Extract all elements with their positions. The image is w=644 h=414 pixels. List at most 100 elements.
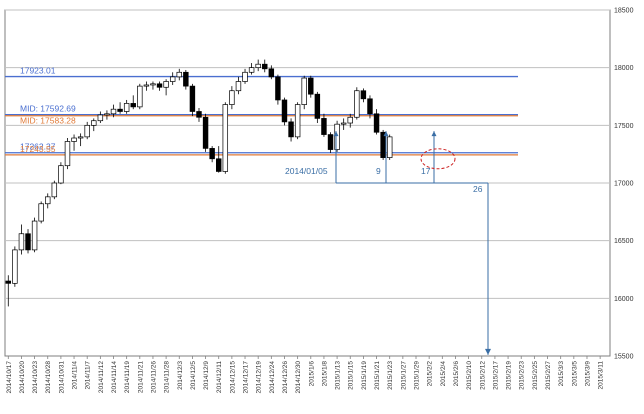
candle-body bbox=[301, 77, 307, 105]
y-tick-label: 17000 bbox=[614, 181, 634, 188]
x-tick-label: 2015/2/23 bbox=[519, 361, 526, 390]
x-tick-label: 2015/1/13 bbox=[335, 361, 342, 390]
candle-body bbox=[91, 120, 97, 126]
x-tick-label: 2014/11/7 bbox=[85, 361, 92, 390]
candle-body bbox=[64, 141, 71, 167]
candle-body bbox=[314, 93, 321, 119]
x-tick-label: 2014/11/19 bbox=[124, 361, 131, 393]
candle-body bbox=[248, 67, 255, 73]
x-tick-label: 2015/1/8 bbox=[321, 361, 328, 387]
level-lines: 17923.01 MID: 17592.69 MID: 17583.28 17262.… bbox=[5, 66, 518, 156]
candle-body bbox=[347, 116, 353, 124]
y-tick-label: 17500 bbox=[614, 123, 634, 130]
candle-body bbox=[268, 68, 275, 78]
x-tick-label: 2014/12/24 bbox=[269, 361, 276, 394]
candle-body bbox=[334, 123, 340, 150]
candle-body bbox=[123, 103, 130, 112]
annotation-count-9: 9 bbox=[376, 166, 381, 176]
candle-body bbox=[18, 233, 25, 251]
candle-body bbox=[235, 81, 242, 92]
x-tick-label: 2014/11/14 bbox=[111, 361, 118, 393]
x-tick-label: 2015/2/27 bbox=[545, 361, 552, 390]
candle-body bbox=[150, 83, 156, 86]
candle-body bbox=[294, 104, 301, 138]
candle-body bbox=[51, 182, 58, 198]
candles bbox=[5, 59, 393, 307]
down-arrow-head bbox=[485, 348, 491, 355]
x-tick-label: 2014/12/11 bbox=[216, 361, 223, 393]
x-tick-label: 2015/1/27 bbox=[400, 361, 407, 390]
candle-body bbox=[275, 76, 281, 101]
candle-body bbox=[242, 71, 248, 82]
candle-body bbox=[229, 90, 235, 105]
candle-body bbox=[281, 99, 288, 123]
x-tick-label: 2014/12/17 bbox=[243, 361, 250, 394]
candle-body bbox=[380, 131, 386, 158]
highlight-ellipse bbox=[420, 148, 456, 170]
candle-body bbox=[156, 83, 163, 88]
candle-body bbox=[196, 111, 202, 118]
candle-body bbox=[110, 108, 117, 115]
x-tick-label: 2014/12/15 bbox=[229, 361, 236, 394]
level-label: MID: 17583.28 bbox=[20, 116, 76, 126]
y-axis-ticks: 15500 16000 16500 17000 17500 18000 18500 bbox=[614, 8, 634, 361]
candle-body bbox=[255, 63, 261, 69]
x-tick-label: 2014/12/3 bbox=[177, 361, 184, 390]
level-label: 17923.01 bbox=[20, 66, 56, 76]
candle-body bbox=[84, 124, 90, 138]
x-tick-label: 2015/3/9 bbox=[584, 361, 591, 387]
candle-body bbox=[222, 104, 229, 172]
candle-body bbox=[288, 121, 294, 138]
candle-body bbox=[25, 233, 31, 251]
candle-body bbox=[38, 203, 44, 222]
candle-body bbox=[367, 98, 373, 115]
x-tick-label: 2015/2/12 bbox=[479, 361, 486, 390]
x-tick-label: 2014/10/31 bbox=[58, 361, 65, 394]
x-tick-label: 2014/12/30 bbox=[295, 361, 302, 394]
candle-body bbox=[58, 165, 64, 184]
candle-body bbox=[209, 148, 215, 160]
x-tick-label: 2015/1/15 bbox=[348, 361, 355, 390]
x-tick-label: 2015/2/4 bbox=[440, 361, 447, 387]
x-tick-label: 2014/12/5 bbox=[190, 361, 197, 390]
candle-body bbox=[163, 81, 169, 88]
y-tick-label: 16500 bbox=[614, 238, 634, 245]
candle-body bbox=[104, 113, 110, 116]
annotation-count-17: 17 bbox=[421, 166, 431, 176]
x-tick-label: 2015/2/25 bbox=[532, 361, 539, 390]
x-tick-label: 2015/3/11 bbox=[598, 361, 605, 390]
candle-body bbox=[12, 249, 18, 284]
annotations: 2014/01/05 9 17 26 bbox=[285, 131, 491, 355]
grid-lines bbox=[5, 9, 610, 357]
level-label: 17243.55 bbox=[20, 144, 56, 154]
x-tick-label: 2014/12/19 bbox=[256, 361, 263, 394]
candle-body bbox=[31, 220, 38, 251]
x-tick-label: 2014/12/26 bbox=[282, 361, 289, 394]
x-tick-label: 2014/10/28 bbox=[45, 361, 52, 394]
candle-body bbox=[189, 85, 196, 112]
x-tick-label: 2015/3/5 bbox=[571, 361, 578, 387]
candle-body bbox=[183, 71, 189, 87]
x-tick-label: 2015/1/19 bbox=[361, 361, 368, 390]
candle-body bbox=[137, 85, 143, 108]
candle-body bbox=[176, 71, 182, 78]
candle-body bbox=[327, 134, 334, 150]
level-label: 17262.37 bbox=[20, 142, 56, 152]
up-arrow-head bbox=[431, 131, 437, 137]
candle-body bbox=[143, 84, 150, 87]
candle-body bbox=[71, 137, 77, 142]
x-tick-label: 2015/2/2 bbox=[427, 361, 434, 387]
x-tick-label: 2015/1/29 bbox=[414, 361, 421, 390]
y-tick-label: 18500 bbox=[614, 8, 634, 15]
candle-body bbox=[117, 108, 123, 112]
candle-body bbox=[45, 196, 51, 205]
x-tick-label: 2014/10/17 bbox=[6, 361, 13, 394]
x-tick-label: 2015/3/3 bbox=[558, 361, 565, 387]
candle-body bbox=[262, 63, 268, 70]
candle-body bbox=[202, 116, 209, 149]
x-tick-label: 2015/2/19 bbox=[506, 361, 513, 390]
x-tick-label: 2014/11/21 bbox=[137, 361, 144, 393]
x-axis-ticks: 2014/10/17 2014/10/20 2014/10/23 2014/10/28… bbox=[6, 356, 605, 394]
y-tick-label: 16000 bbox=[614, 296, 634, 303]
